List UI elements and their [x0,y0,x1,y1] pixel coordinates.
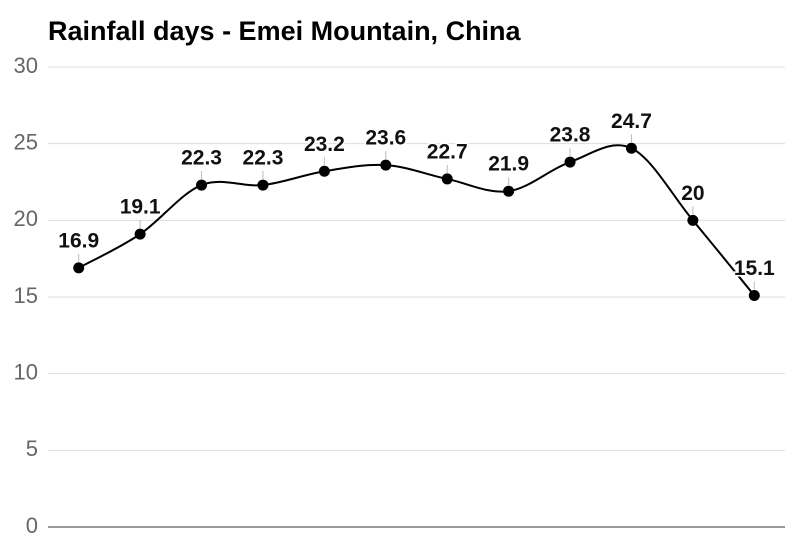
value-label: 22.7 [427,140,468,163]
y-tick-label: 10 [14,359,38,384]
value-label: 19.1 [120,196,161,219]
value-label: 22.3 [181,147,222,170]
y-tick-label: 15 [14,283,38,308]
point [748,289,760,301]
value-label: 15.1 [734,257,775,280]
y-tick-label: 0 [26,513,38,538]
value-label: 21.9 [488,153,529,176]
point [441,173,453,185]
point [73,262,85,274]
point [625,142,637,154]
value-label: 23.6 [365,127,406,150]
value-label: 23.8 [550,124,591,147]
point [503,185,515,197]
line [78,144,756,297]
y-tick-label: 25 [14,129,38,154]
point [380,159,392,171]
point [257,179,269,191]
y-tick-label: 5 [26,436,38,461]
value-label: 20 [681,182,704,205]
point [687,214,699,226]
value-label: 16.9 [58,229,99,252]
value-label: 22.3 [243,147,284,170]
point [564,156,576,168]
value-label: 24.7 [611,110,652,133]
point [196,179,208,191]
point [134,228,146,240]
y-tick-label: 30 [14,53,38,78]
chart-title: Rainfall days - Emei Mountain, China [48,16,522,46]
y-tick-label: 20 [14,206,38,231]
value-label: 23.2 [304,133,345,156]
point [318,165,330,177]
